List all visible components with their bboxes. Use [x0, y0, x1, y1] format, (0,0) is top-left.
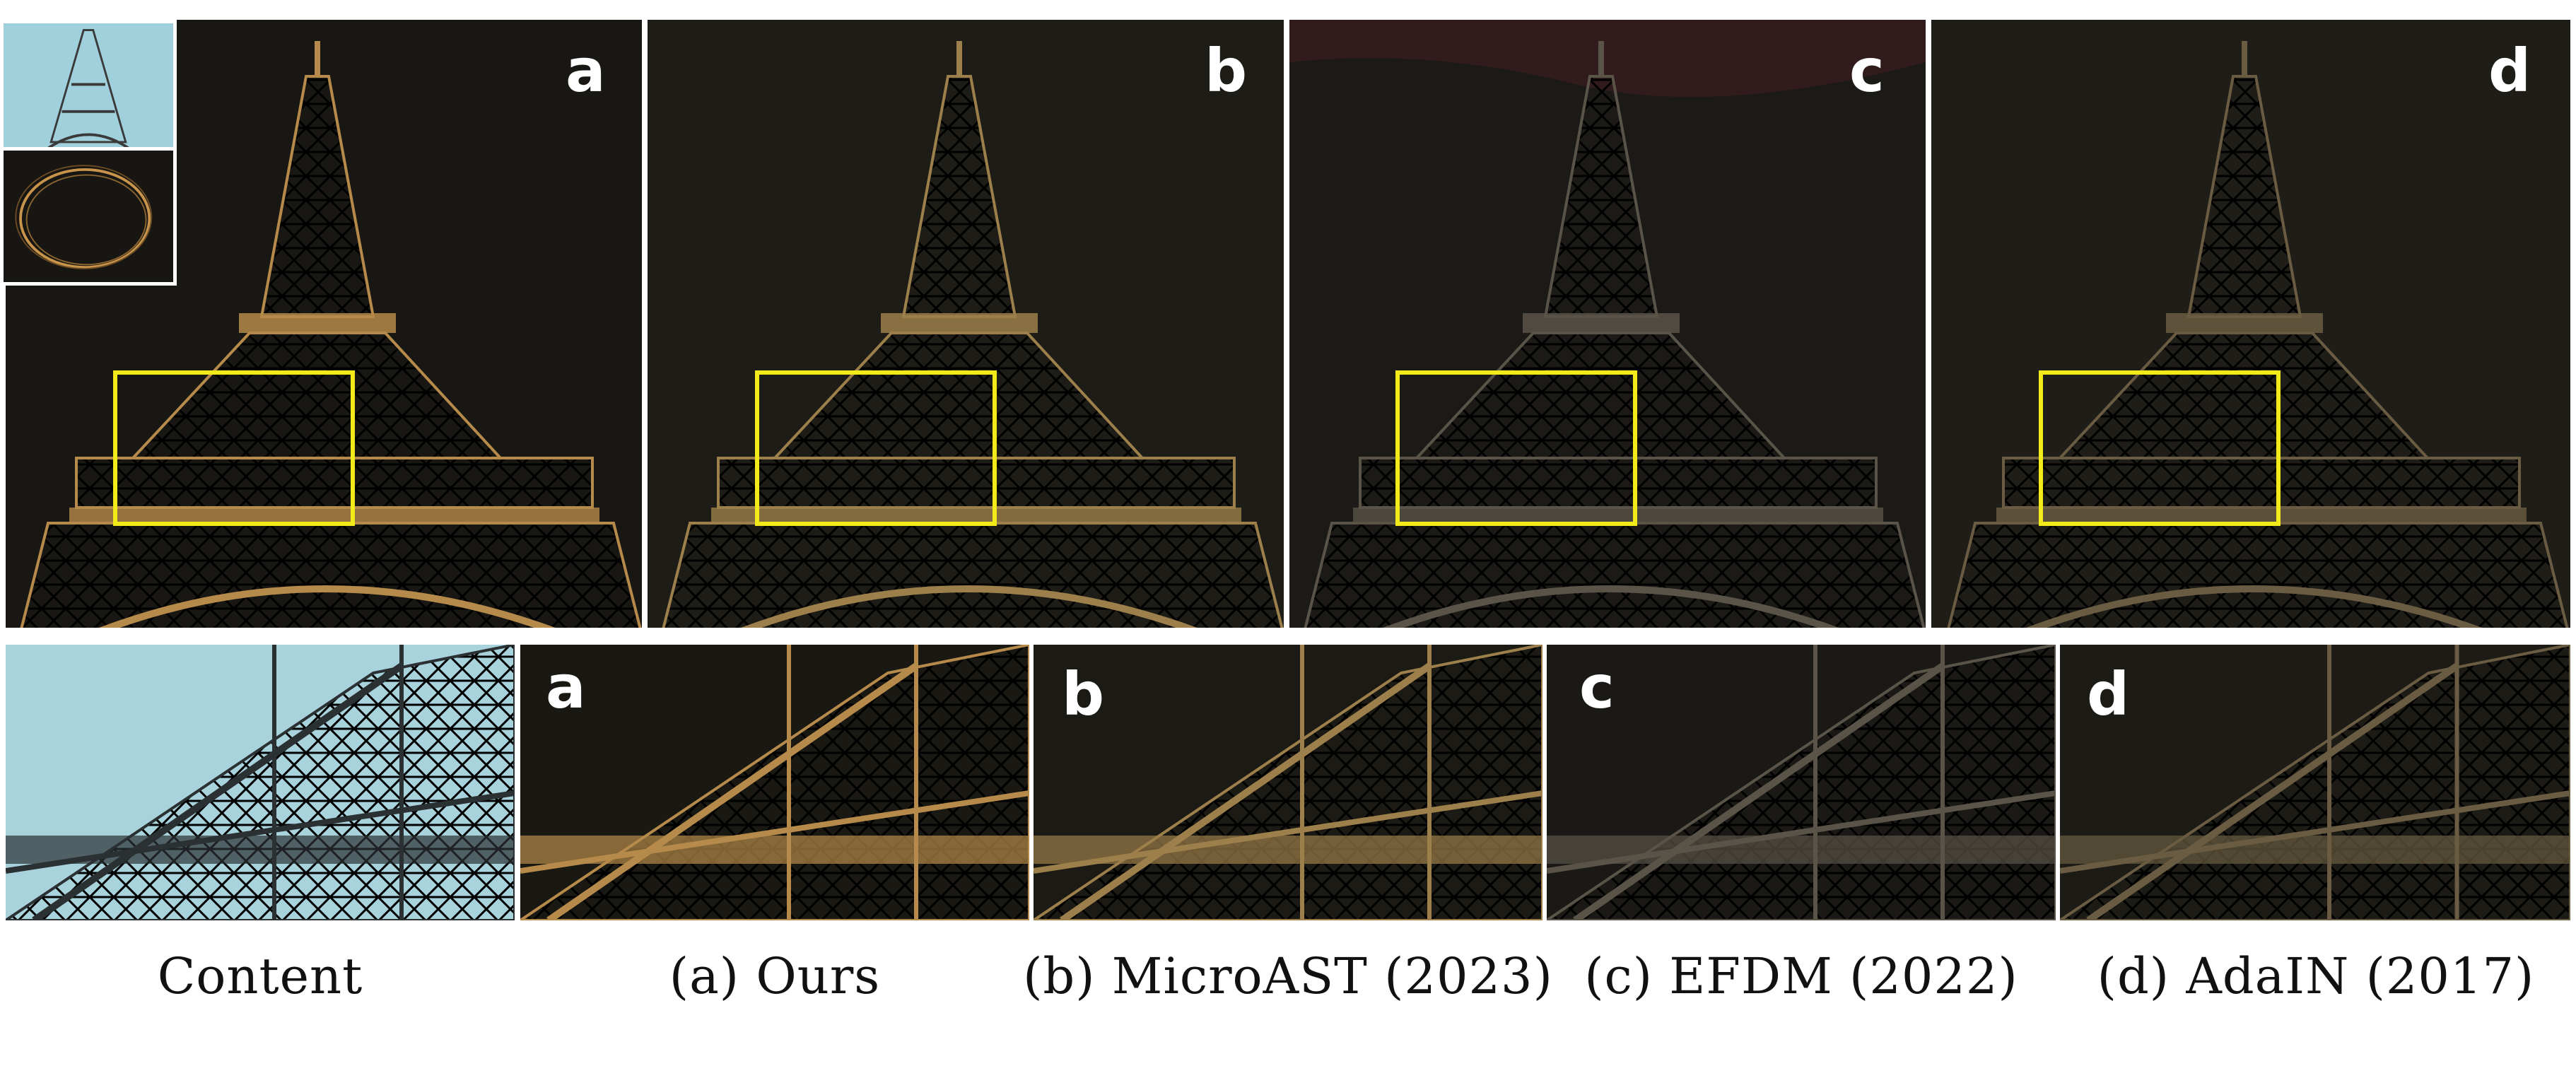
- content-eiffel-thumbnail-image: [44, 29, 133, 149]
- efdm-zoom-image: [1547, 645, 2056, 920]
- zoom-region-box-d: [2039, 370, 2281, 526]
- style-thumbnail: [0, 147, 177, 286]
- eiffel-tower-efdm-image: [1289, 20, 1926, 628]
- style-golden-ring-image: [15, 165, 153, 269]
- bottom-panel-ours: [520, 645, 1029, 920]
- bottom-panel-microast: [1034, 645, 1542, 920]
- bottom-label-a: a: [546, 652, 586, 722]
- caption-efdm: (c) EFDM (2022): [1584, 947, 2018, 1005]
- top-label-c: c: [1849, 36, 1885, 105]
- caption-ours: (a) Ours: [669, 947, 881, 1005]
- caption-microast: (b) MicroAST (2023): [1023, 947, 1553, 1005]
- bottom-label-b: b: [1062, 660, 1105, 729]
- bottom-label-c: c: [1579, 652, 1615, 722]
- top-label-d: d: [2488, 36, 2531, 105]
- bottom-panel-efdm: [1547, 645, 2056, 920]
- top-panel-microast: [648, 20, 1284, 628]
- top-label-b: b: [1205, 36, 1248, 105]
- zoom-region-box-a: [113, 370, 355, 526]
- bottom-panel-adain: [2060, 645, 2570, 920]
- eiffel-tower-microast-image: [648, 20, 1284, 628]
- microast-zoom-image: [1034, 645, 1542, 920]
- caption-adain: (d) AdaIN (2017): [2097, 947, 2535, 1005]
- caption-content: Content: [157, 947, 363, 1005]
- top-panel-adain: [1931, 20, 2570, 628]
- top-panel-efdm: [1289, 20, 1926, 628]
- bottom-label-d: d: [2087, 660, 2130, 729]
- eiffel-tower-adain-image: [1931, 20, 2570, 628]
- bottom-panel-content: [6, 645, 515, 920]
- ours-zoom-image: [520, 645, 1029, 920]
- zoom-region-box-c: [1395, 370, 1637, 526]
- content-zoom-image: [6, 645, 515, 920]
- adain-zoom-image: [2060, 645, 2570, 920]
- top-label-a: a: [566, 36, 606, 105]
- content-thumbnail: [0, 20, 177, 153]
- zoom-region-box-b: [755, 370, 997, 526]
